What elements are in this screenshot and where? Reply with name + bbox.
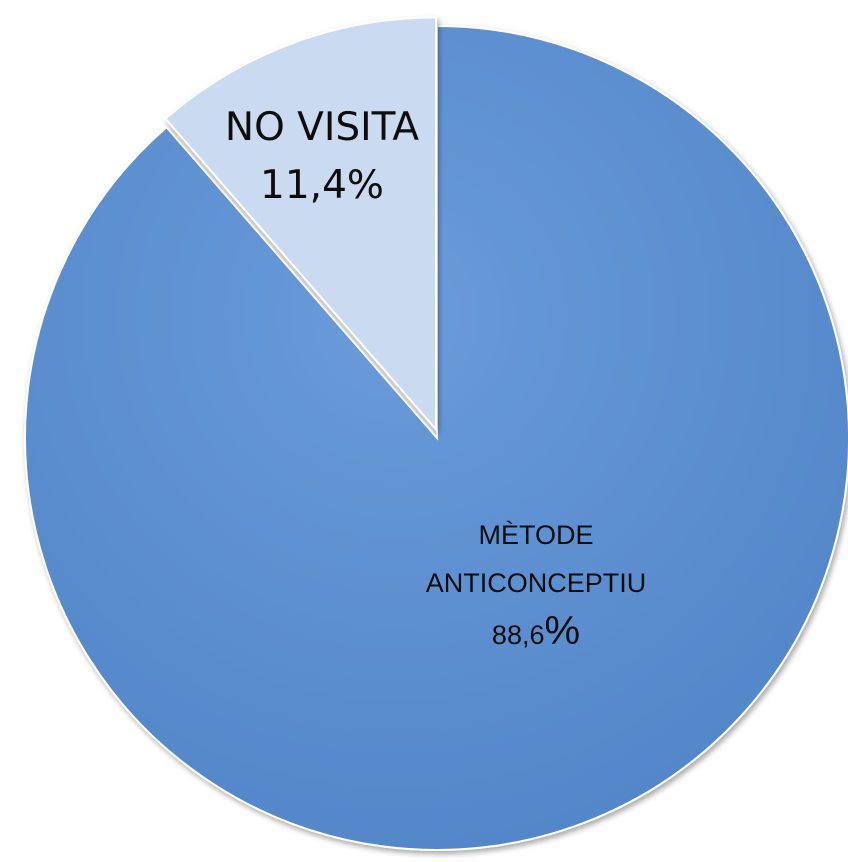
- slice-label-no-visita: NO VISITA 11,4%: [225, 105, 420, 208]
- slice-label-metode-value: 88,6%: [492, 609, 580, 653]
- slice-label-metode-line1: MÈTODE: [478, 520, 593, 550]
- pie-slice-m-tode-anticonceptiu: [24, 24, 848, 851]
- pie-slices: [24, 16, 848, 851]
- slice-label-no-visita-name: NO VISITA: [225, 105, 420, 150]
- pie-slice-no-visita: [164, 16, 438, 433]
- slice-label-metode: MÈTODE ANTICONCEPTIU 88,6%: [426, 520, 647, 653]
- slice-label-metode-line2: ANTICONCEPTIU: [426, 568, 647, 598]
- slice-label-no-visita-value: 11,4%: [260, 163, 384, 208]
